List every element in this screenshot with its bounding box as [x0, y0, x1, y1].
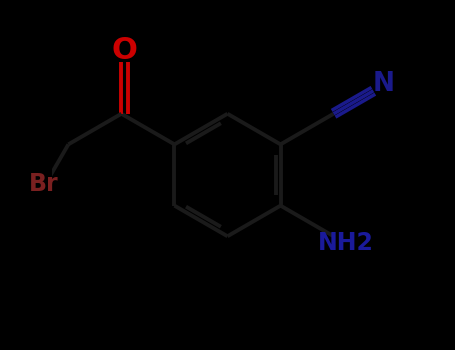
- Text: O: O: [111, 36, 137, 65]
- Text: Br: Br: [29, 172, 59, 196]
- Text: NH2: NH2: [318, 231, 374, 255]
- Text: N: N: [373, 71, 395, 98]
